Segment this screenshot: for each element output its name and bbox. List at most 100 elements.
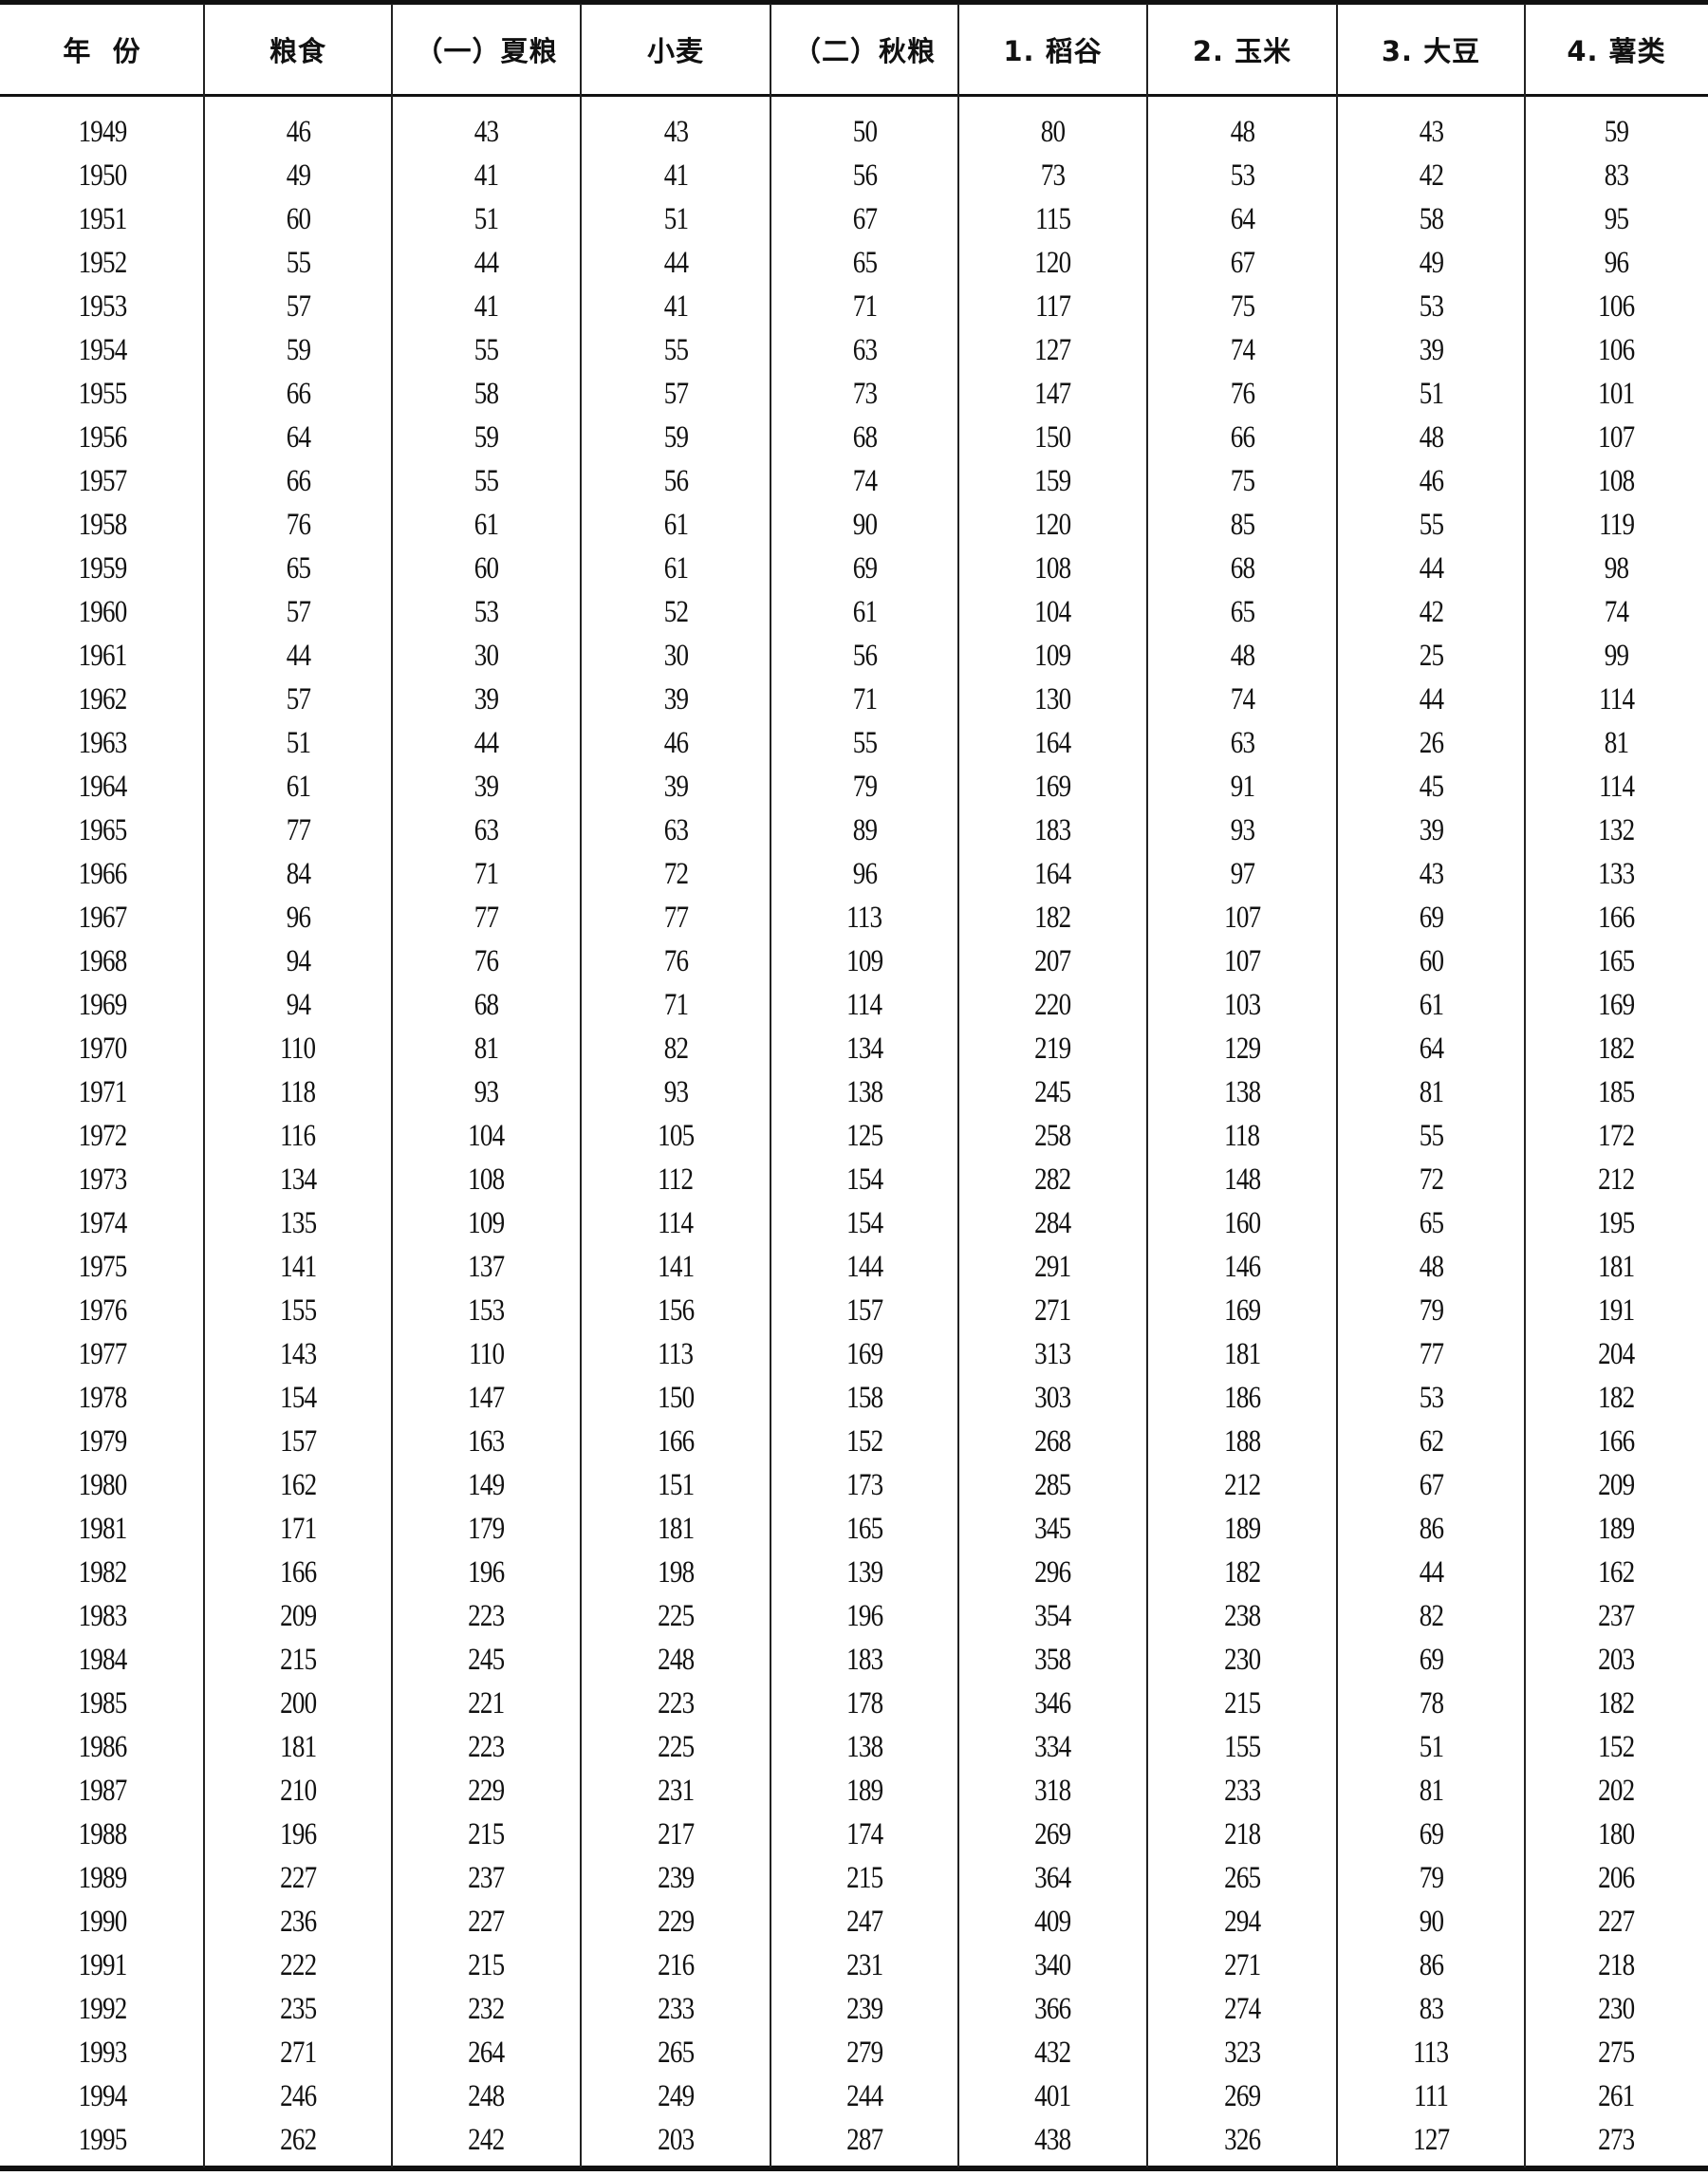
cell-text: 1977 (78, 1337, 127, 1372)
value-cell: 89 (770, 809, 958, 852)
value-cell: 246 (204, 2075, 392, 2119)
value-cell: 42 (1337, 590, 1525, 634)
cell-text: 432 (1034, 2036, 1071, 2071)
cell-text: 152 (845, 1424, 883, 1460)
year-cell: 1966 (0, 852, 204, 896)
cell-text: 152 (1598, 1730, 1635, 1765)
cell-text: 216 (657, 1948, 695, 1983)
cell-text: 39 (663, 769, 688, 804)
cell-text: 44 (1419, 550, 1443, 586)
cell-text: 57 (286, 288, 310, 324)
value-cell: 182 (1525, 1377, 1708, 1421)
cell-text: 264 (468, 2036, 505, 2071)
value-cell: 141 (581, 1246, 770, 1290)
value-cell: 82 (581, 1027, 770, 1070)
cell-text: 61 (473, 507, 499, 542)
cell-text: 90 (852, 507, 877, 542)
value-cell: 65 (1337, 1202, 1525, 1246)
value-cell: 231 (770, 1944, 958, 1988)
column-divider (391, 4, 393, 2167)
value-cell: 39 (581, 765, 770, 809)
value-cell: 69 (1337, 1813, 1525, 1857)
cell-text: 74 (1230, 332, 1254, 367)
cell-text: 212 (1598, 1162, 1635, 1197)
value-cell: 76 (581, 939, 770, 983)
value-cell: 248 (392, 2075, 581, 2119)
cell-text: 215 (845, 1861, 883, 1896)
cell-text: 182 (1223, 1555, 1261, 1590)
cell-text: 294 (1223, 1905, 1261, 1940)
cell-text: 237 (1598, 1599, 1635, 1634)
value-cell: 43 (1337, 852, 1525, 896)
header-summer-grain: （一）夏粮 (415, 35, 558, 67)
cell-text: 84 (286, 856, 310, 891)
value-cell: 261 (1525, 2075, 1708, 2119)
value-cell: 188 (1147, 1421, 1337, 1464)
cell-text: 77 (1419, 1337, 1443, 1372)
value-cell: 59 (1525, 110, 1708, 154)
value-cell: 210 (204, 1770, 392, 1813)
value-cell: 242 (392, 2119, 581, 2163)
value-cell: 212 (1525, 1158, 1708, 1201)
value-cell: 65 (770, 241, 958, 285)
table-row: 1950 49 41 41 56 73 53 42 83 (0, 154, 1708, 197)
table-row: 1972 116 104 105 125 258 118 55 172 (0, 1114, 1708, 1158)
cell-text: 285 (1034, 1468, 1071, 1503)
table-row: 1966 84 71 72 96 164 97 43 133 (0, 852, 1708, 896)
cell-text: 71 (663, 987, 688, 1022)
value-cell: 132 (1525, 809, 1708, 852)
cell-text: 1969 (78, 987, 127, 1022)
cell-text: 39 (1419, 332, 1443, 367)
cell-text: 141 (279, 1250, 317, 1285)
value-cell: 56 (770, 634, 958, 678)
cell-text: 1956 (78, 419, 127, 455)
cell-text: 364 (1034, 1861, 1071, 1896)
value-cell: 216 (581, 1944, 770, 1988)
header-soybean: 3. 大豆 (1381, 35, 1481, 67)
value-cell: 191 (1525, 1290, 1708, 1333)
value-cell: 39 (392, 678, 581, 721)
cell-text: 66 (1230, 419, 1254, 455)
value-cell: 202 (1525, 1770, 1708, 1813)
value-cell: 66 (204, 372, 392, 416)
value-cell: 63 (1147, 721, 1337, 765)
value-cell: 169 (770, 1333, 958, 1377)
cell-text: 81 (1604, 725, 1629, 760)
value-cell: 271 (1147, 1944, 1337, 1988)
cell-text: 139 (845, 1555, 883, 1590)
value-cell: 158 (770, 1377, 958, 1421)
value-cell: 25 (1337, 634, 1525, 678)
value-cell: 218 (1147, 1813, 1337, 1857)
cell-text: 26 (1419, 725, 1443, 760)
cell-text: 39 (473, 769, 499, 804)
value-cell: 46 (204, 110, 392, 154)
cell-text: 46 (663, 725, 688, 760)
value-cell: 318 (958, 1770, 1147, 1813)
table-row: 1989 227 237 239 215 364 265 79 206 (0, 1857, 1708, 1901)
cell-text: 67 (1230, 245, 1254, 280)
cell-text: 1988 (78, 1817, 127, 1852)
cell-text: 227 (468, 1905, 505, 1940)
cell-text: 160 (1223, 1206, 1261, 1240)
value-cell: 61 (581, 547, 770, 590)
value-cell: 50 (770, 110, 958, 154)
cell-text: 215 (468, 1817, 505, 1852)
cell-text: 284 (1034, 1206, 1071, 1240)
cell-text: 1983 (78, 1599, 127, 1634)
value-cell: 203 (1525, 1639, 1708, 1683)
cell-text: 63 (852, 332, 877, 367)
table-row: 1977 143 110 113 169 313 181 77 204 (0, 1333, 1708, 1377)
year-cell: 1978 (0, 1377, 204, 1421)
cell-text: 113 (1413, 2036, 1449, 2071)
cell-text: 39 (473, 681, 499, 716)
value-cell: 55 (770, 721, 958, 765)
cell-text: 146 (1223, 1250, 1261, 1285)
cell-text: 261 (1598, 2079, 1635, 2114)
cell-text: 223 (468, 1730, 505, 1765)
value-cell: 77 (581, 896, 770, 939)
cell-text: 89 (852, 812, 877, 847)
value-cell: 169 (958, 765, 1147, 809)
value-cell: 71 (770, 678, 958, 721)
value-cell: 44 (204, 634, 392, 678)
value-cell: 269 (958, 1813, 1147, 1857)
